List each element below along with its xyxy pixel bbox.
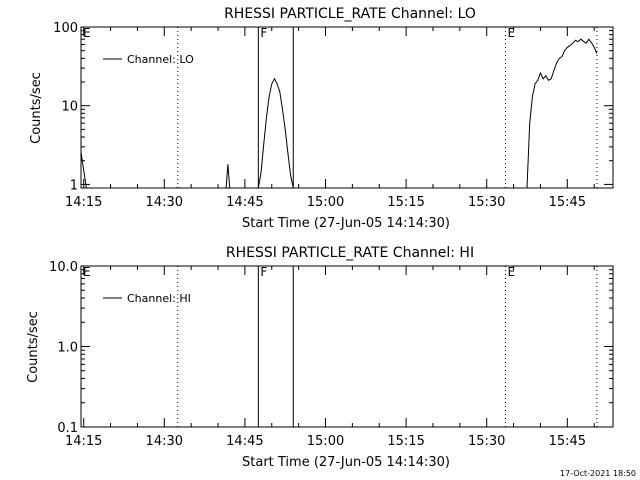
plot-frame <box>80 265 614 428</box>
x-tick-label: 15:30 <box>468 195 505 210</box>
event-marker-label: F <box>260 26 267 40</box>
y-axis-title: Counts/sec <box>26 311 41 383</box>
x-tick-label: 14:30 <box>146 195 183 210</box>
y-tick-label: 10.0 <box>49 260 78 275</box>
y-tick-label: 0.1 <box>57 421 78 436</box>
x-axis-title: Start Time (27-Jun-05 14:14:30) <box>242 455 450 470</box>
x-axis-title: Start Time (27-Jun-05 14:14:30) <box>242 216 450 231</box>
y-tick-label: 10 <box>61 100 78 115</box>
series-line <box>80 151 87 189</box>
legend-label: Channel: HI <box>127 292 191 305</box>
x-tick-label: 15:15 <box>387 195 424 210</box>
series-line <box>526 38 598 189</box>
footer-timestamp: 17-Oct-2021 18:50 <box>560 469 636 478</box>
series-line <box>225 164 231 189</box>
y-tick-label: 1 <box>70 178 78 193</box>
series-line <box>257 77 294 189</box>
x-tick-label: 15:00 <box>307 434 344 449</box>
x-tick-label: 14:30 <box>146 434 183 449</box>
event-marker-label: F <box>260 265 267 279</box>
x-tick-label: 14:45 <box>226 195 263 210</box>
x-tick-label: 15:30 <box>468 434 505 449</box>
panel-hi: RHESSI PARTICLE_RATE Channel: HI Start T… <box>26 245 614 470</box>
event-marker-label: E <box>508 26 516 40</box>
x-tick-label: 15:15 <box>387 434 424 449</box>
x-tick-label: 15:45 <box>549 195 586 210</box>
event-marker-label: E <box>508 265 516 279</box>
x-tick-label: 14:45 <box>226 434 263 449</box>
chart-title: RHESSI PARTICLE_RATE Channel: LO <box>224 6 476 22</box>
y-axis-title: Counts/sec <box>29 72 44 144</box>
x-tick-label: 15:00 <box>307 195 344 210</box>
x-tick-label: 14:15 <box>65 195 102 210</box>
panel-lo: RHESSI PARTICLE_RATE Channel: LO Start T… <box>29 6 614 231</box>
x-tick-label: 15:45 <box>549 434 586 449</box>
y-tick-label: 1.0 <box>57 341 78 356</box>
y-tick-label: 100 <box>53 21 78 36</box>
plot-frame <box>80 26 614 189</box>
chart-title: RHESSI PARTICLE_RATE Channel: HI <box>226 245 474 261</box>
event-marker-label: E <box>83 26 91 40</box>
x-tick-label: 14:15 <box>65 434 102 449</box>
event-marker-label: E <box>83 265 91 279</box>
legend-label: Channel: LO <box>127 53 194 66</box>
